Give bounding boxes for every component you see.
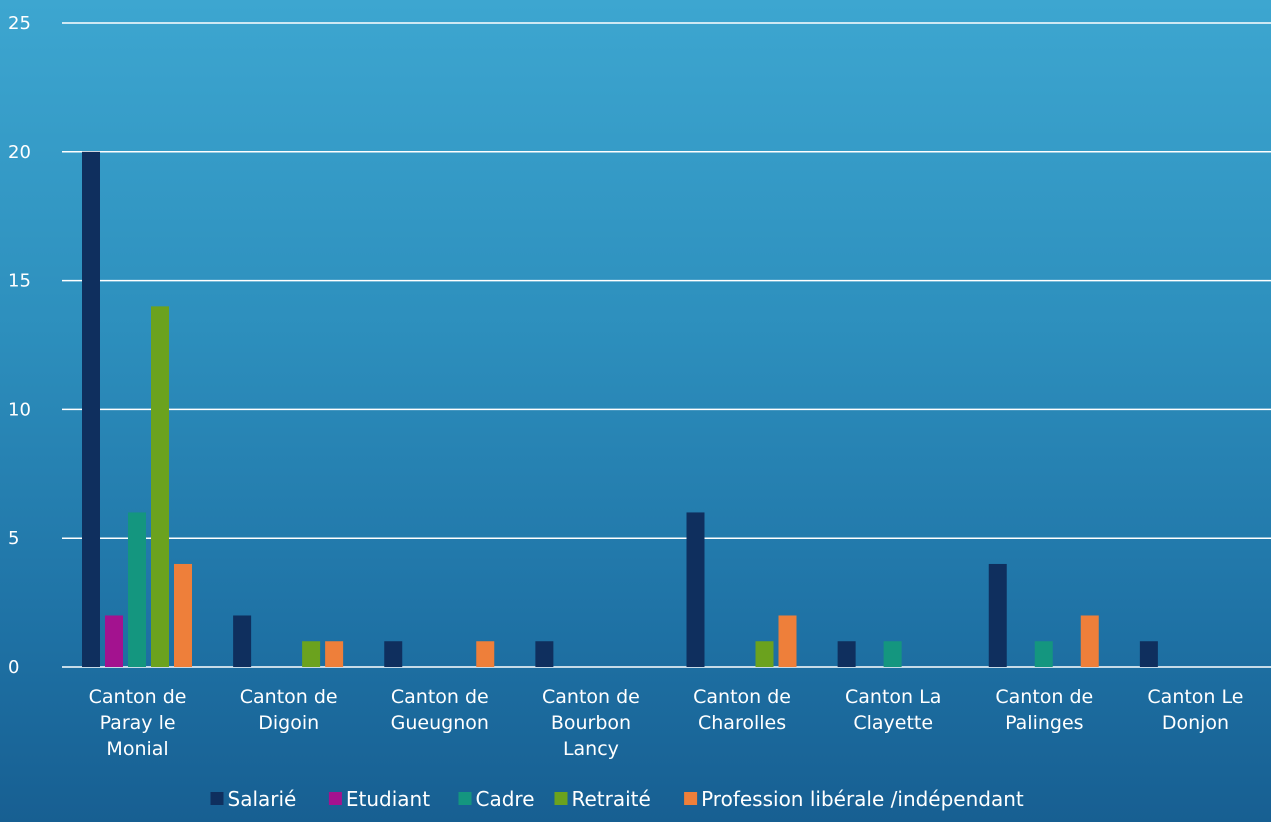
x-tick-label: Canton de Gueugnon	[391, 686, 489, 734]
legend-item-4: Profession libérale /indépendant	[684, 787, 1024, 811]
legend-label: Profession libérale /indépendant	[701, 787, 1024, 811]
bar-retraité-4	[755, 641, 774, 667]
bar-profession-1	[325, 641, 344, 667]
y-tick-label: 0	[8, 657, 19, 678]
bar-salarié-3	[535, 641, 554, 667]
legend-item-1: Etudiant	[328, 787, 430, 811]
bar-retraité-1	[302, 641, 321, 667]
bar-salarié-6	[988, 563, 1007, 667]
bar-profession-4	[778, 615, 797, 667]
bar-salarié-0	[82, 151, 100, 668]
legend-item-2: Cadre	[458, 787, 535, 811]
bar-profession-2	[476, 641, 495, 667]
bar-salarié-7	[1139, 641, 1158, 667]
bar-cadre-0	[128, 512, 146, 667]
legend-item-0: Salarié	[210, 787, 297, 811]
y-axis-ticks: 0 5 10 15 20 25	[8, 13, 31, 678]
bar-profession-0	[174, 563, 192, 667]
legend-label: Salarié	[228, 787, 297, 811]
x-tick-label: Canton de Palinges	[995, 686, 1093, 734]
legend-item-3: Retraité	[554, 787, 651, 811]
bar-salarié-1	[233, 615, 252, 667]
y-tick-label: 15	[8, 271, 31, 292]
gridlines	[62, 22, 1271, 668]
x-tick-label: Canton Le Donjon	[1147, 686, 1243, 734]
legend-swatch	[328, 792, 342, 805]
x-axis-labels: Canton de Paray le Monial Canton de Digoin Ca…	[89, 686, 1244, 760]
x-tick-label: Canton La Clayette	[845, 686, 941, 734]
legend-label: Cadre	[476, 787, 535, 811]
y-tick-label: 20	[8, 142, 31, 163]
x-tick-label: Canton de Charolles	[693, 686, 791, 734]
bar-cadre-5	[883, 641, 902, 667]
legend-label: Etudiant	[346, 787, 430, 811]
bar-profession-6	[1080, 615, 1099, 667]
bar-salarié-5	[837, 641, 856, 667]
bar-cadre-6	[1034, 641, 1053, 667]
y-tick-label: 5	[8, 528, 19, 549]
legend-swatch	[458, 792, 472, 805]
x-tick-label: Canton de Paray le Monial	[89, 686, 187, 760]
bar-salarié-2	[384, 641, 403, 667]
x-tick-label: Canton de Bourbon Lancy	[542, 686, 640, 760]
legend-label: Retraité	[572, 787, 651, 811]
bar-salarié-4	[686, 512, 705, 667]
bars	[82, 151, 1158, 668]
legend: Salarié Etudiant Cadre Retraité Profession l…	[210, 787, 1024, 811]
bar-etudiant-0	[105, 615, 123, 667]
x-tick-label: Canton de Digoin	[240, 686, 338, 734]
legend-swatch	[684, 792, 698, 805]
y-tick-label: 10	[8, 399, 31, 420]
legend-swatch	[554, 792, 568, 805]
bar-retraité-0	[151, 306, 169, 667]
y-tick-label: 25	[8, 13, 31, 34]
legend-swatch	[210, 792, 224, 805]
